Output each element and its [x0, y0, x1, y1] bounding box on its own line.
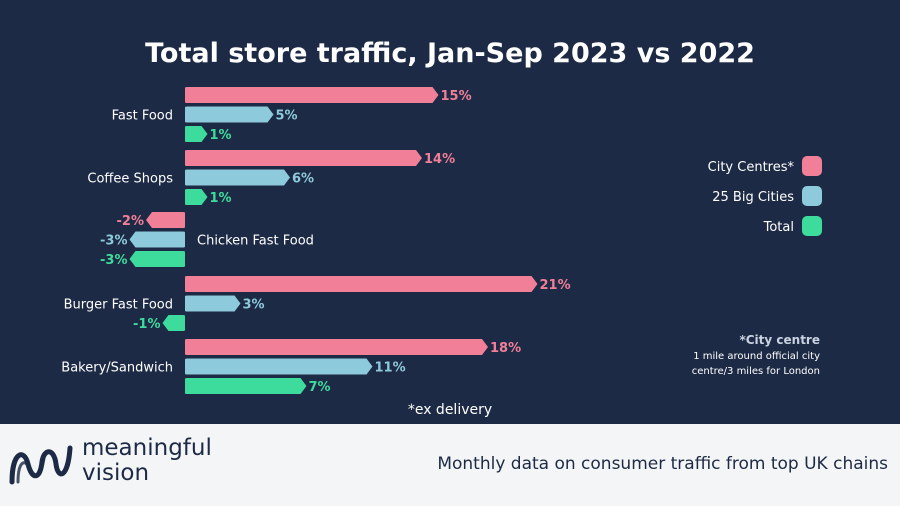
value-label-chicken-fast-food-total: -3% — [100, 253, 127, 268]
brand-name: meaningful vision — [82, 436, 212, 486]
value-label-coffee-shops-total: 1% — [210, 191, 232, 206]
value-label-bakery-sandwich-25-big-cities: 11% — [375, 361, 406, 376]
bar-burger-fast-food-total — [162, 315, 185, 331]
legend-label-city-centres: City Centres* — [708, 160, 795, 175]
legend-swatch-city-centres — [802, 156, 822, 176]
legend-swatch-25-big-cities — [802, 186, 822, 206]
value-label-coffee-shops-city-centres: 14% — [424, 152, 455, 167]
bar-chicken-fast-food-25-big-cities — [129, 231, 185, 248]
legend-label-total: Total — [763, 220, 794, 235]
chart-title: Total store traffic, Jan-Sep 2023 vs 202… — [145, 38, 755, 69]
bar-fast-food-city-centres — [185, 87, 439, 103]
bar-fast-food-total — [185, 126, 208, 142]
value-label-chicken-fast-food-25-big-cities: -3% — [100, 234, 127, 249]
footnote-title: *City centre — [739, 333, 820, 347]
category-label-chicken-fast-food: Chicken Fast Food — [197, 234, 314, 249]
value-label-fast-food-total: 1% — [210, 128, 232, 143]
bar-coffee-shops-25-big-cities — [185, 169, 290, 186]
footnote-line-2: centre/3 miles for London — [692, 366, 820, 377]
ex-delivery-note: *ex delivery — [408, 402, 492, 418]
bar-bakery-sandwich-total — [185, 378, 307, 394]
bar-burger-fast-food-city-centres — [185, 276, 538, 292]
bar-chicken-fast-food-city-centres — [146, 212, 185, 228]
bar-bakery-sandwich-25-big-cities — [185, 358, 373, 375]
category-label-fast-food: Fast Food — [112, 109, 173, 124]
brand-line-2: vision — [82, 460, 150, 486]
bar-burger-fast-food-25-big-cities — [185, 295, 241, 312]
legend-swatch-total — [802, 216, 822, 236]
brand-line-1: meaningful — [82, 435, 212, 461]
footer: meaningful vision Monthly data on consum… — [0, 424, 900, 506]
chart-panel: Total store traffic, Jan-Sep 2023 vs 202… — [61, 38, 822, 418]
bar-coffee-shops-total — [185, 189, 208, 205]
value-label-bakery-sandwich-city-centres: 18% — [490, 341, 521, 356]
value-label-coffee-shops-25-big-cities: 6% — [292, 172, 314, 187]
bar-bakery-sandwich-city-centres — [185, 339, 488, 355]
meaningful-vision-logo-icon — [9, 445, 73, 485]
value-label-burger-fast-food-city-centres: 21% — [540, 278, 571, 293]
value-label-chicken-fast-food-city-centres: -2% — [117, 214, 144, 229]
tagline: Monthly data on consumer traffic from to… — [437, 454, 888, 474]
bar-coffee-shops-city-centres — [185, 150, 422, 166]
value-label-burger-fast-food-25-big-cities: 3% — [243, 298, 265, 313]
value-label-fast-food-city-centres: 15% — [441, 89, 472, 104]
value-label-burger-fast-food-total: -1% — [133, 317, 160, 332]
bar-fast-food-25-big-cities — [185, 106, 274, 123]
footnote-line-1: 1 mile around official city — [693, 351, 820, 362]
value-label-bakery-sandwich-total: 7% — [309, 380, 331, 395]
category-label-coffee-shops: Coffee Shops — [87, 172, 173, 187]
bar-chicken-fast-food-total — [129, 251, 185, 267]
legend-label-25-big-cities: 25 Big Cities — [712, 190, 794, 205]
bar-chart: Total store traffic, Jan-Sep 2023 vs 202… — [61, 38, 822, 418]
value-label-fast-food-25-big-cities: 5% — [276, 109, 298, 124]
category-label-bakery-sandwich: Bakery/Sandwich — [61, 361, 173, 376]
category-label-burger-fast-food: Burger Fast Food — [64, 298, 173, 313]
